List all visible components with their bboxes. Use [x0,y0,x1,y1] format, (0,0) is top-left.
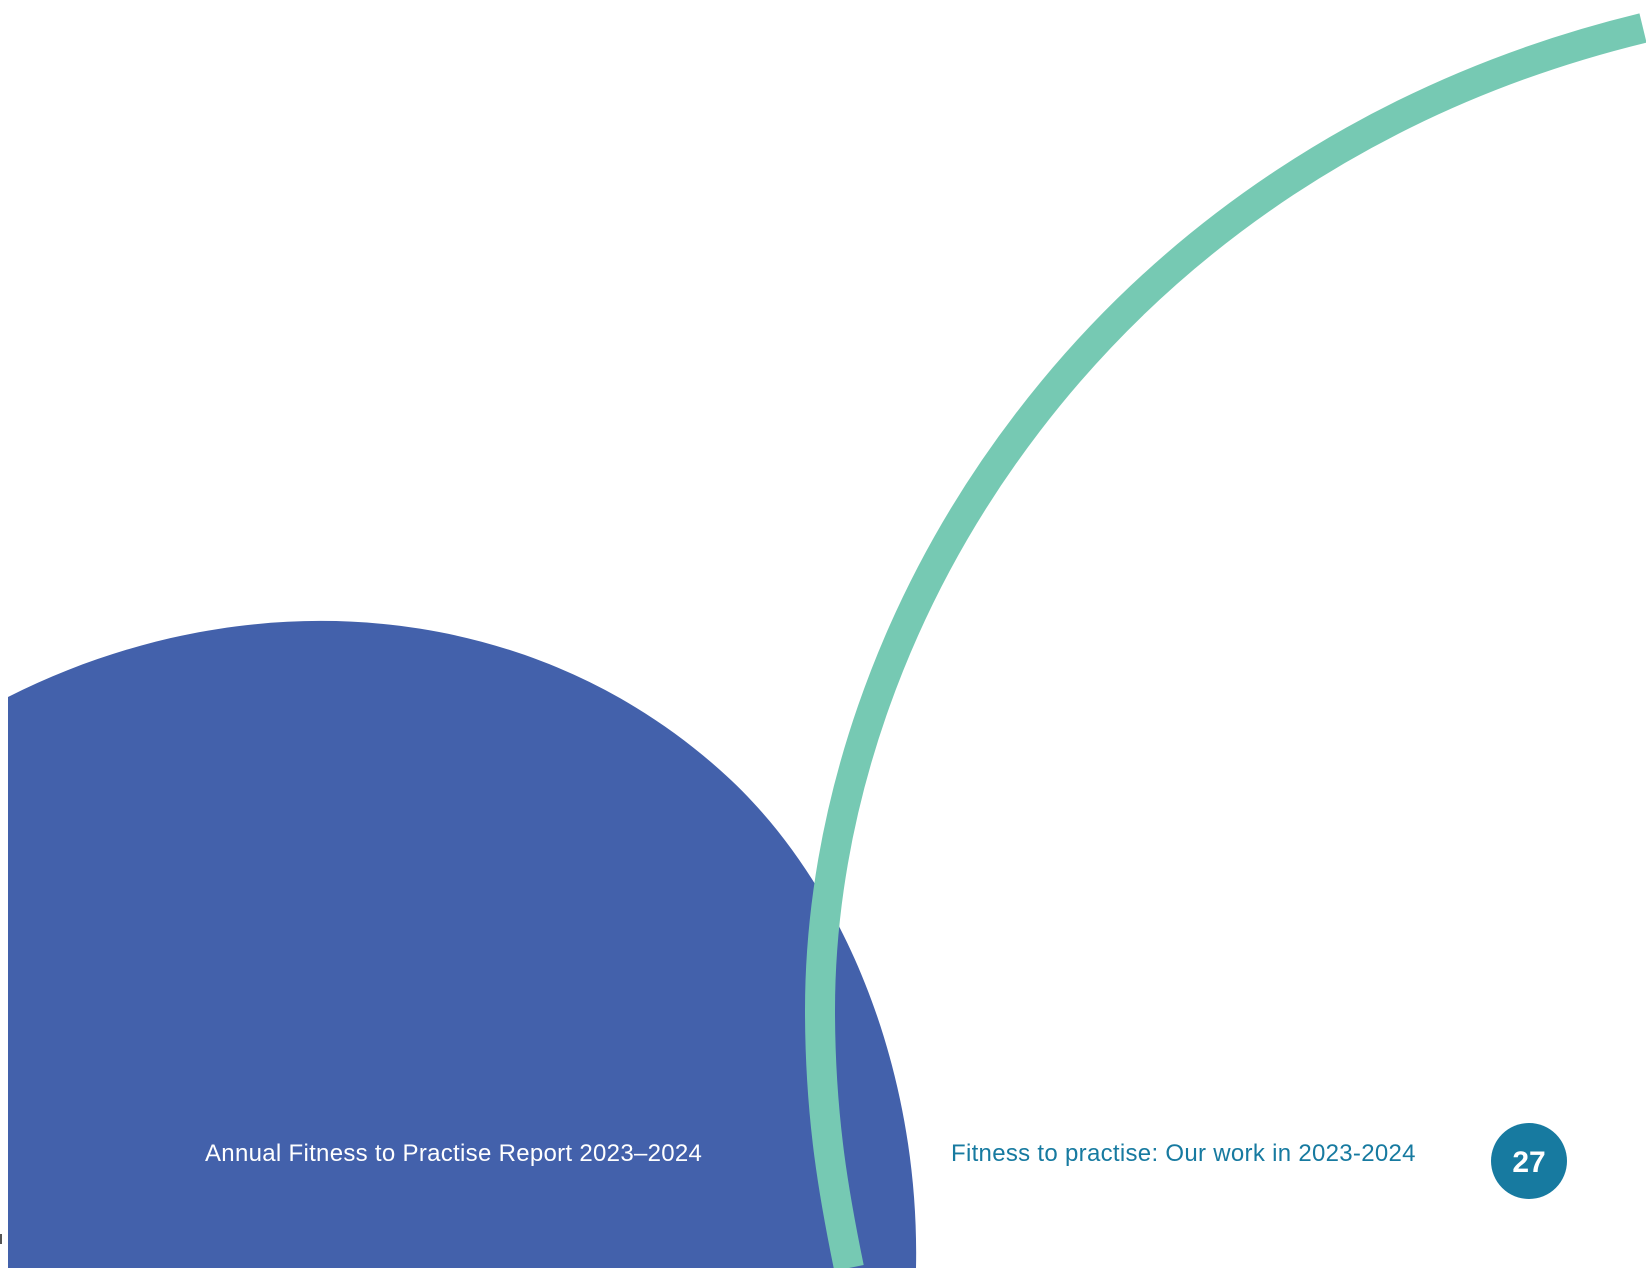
green-arc-stroke [804,13,1646,1268]
page-number-badge: 27 [1491,1123,1567,1199]
blue-circle-shape [8,620,917,1268]
section-title: Fitness to practise: Our work in 2023-20… [951,1140,1416,1167]
report-title: Annual Fitness to Practise Report 2023–2… [205,1140,703,1167]
page-number: 27 [1512,1146,1546,1179]
edge-mark [0,1234,2,1244]
